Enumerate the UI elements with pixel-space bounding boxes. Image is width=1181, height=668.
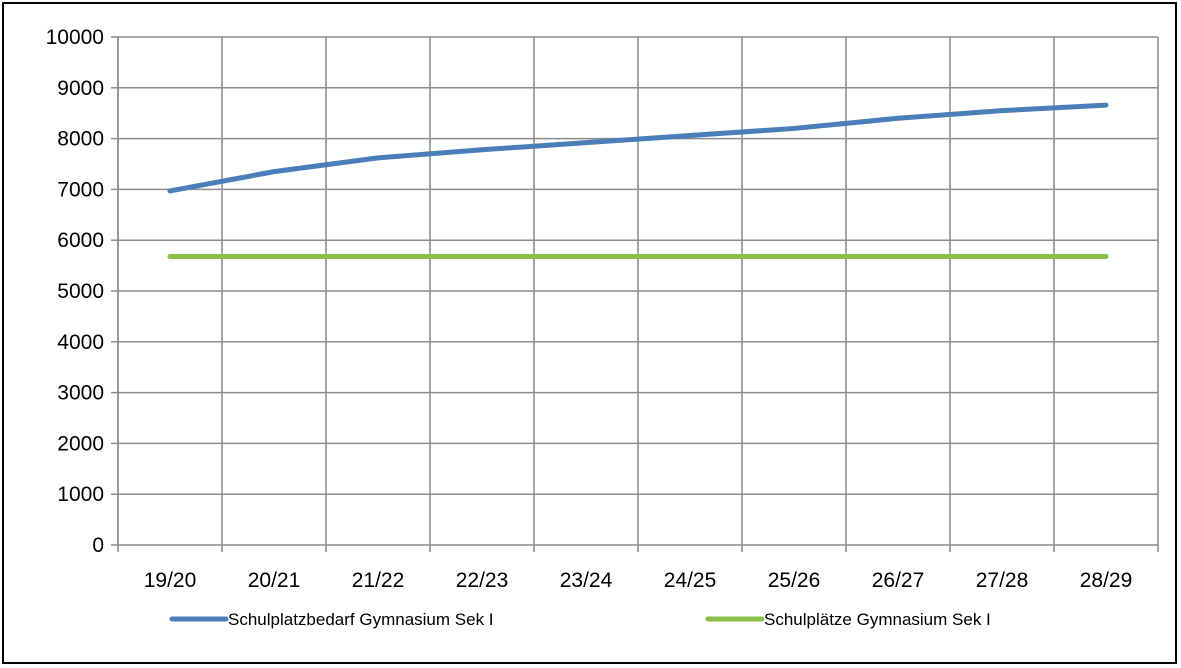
x-tick-label: 27/28 (976, 569, 1029, 592)
legend: Schulplatzbedarf Gymnasium Sek I Schulplä… (169, 610, 991, 629)
x-tick-label: 25/26 (768, 569, 821, 592)
y-tick-label: 9000 (57, 77, 104, 100)
y-tick-label: 10000 (46, 26, 104, 49)
y-tick-labels: 0 1000 2000 3000 4000 5000 6000 7000 8000 9000 100… (46, 26, 104, 557)
series-lines (167, 102, 1109, 259)
axes (111, 36, 1158, 546)
x-tick-label: 20/21 (248, 569, 301, 592)
y-tick-label: 1000 (57, 483, 104, 506)
legend-label: Schulplatzbedarf Gymnasium Sek I (228, 610, 494, 629)
y-tick-label: 2000 (57, 432, 104, 455)
series-line-1 (167, 102, 1109, 194)
x-tick-label: 19/20 (144, 569, 197, 592)
y-tick-label: 3000 (57, 382, 104, 405)
y-tick-label: 0 (92, 534, 104, 557)
y-tick-label: 6000 (57, 229, 104, 252)
x-tick-label: 28/29 (1080, 569, 1133, 592)
y-tick-label: 4000 (57, 331, 104, 354)
x-tick-labels: 19/20 20/21 21/22 22/23 23/24 24/25 25/26 26/27… (144, 569, 1133, 592)
y-tick-label: 5000 (57, 280, 104, 303)
x-tick-label: 23/24 (560, 569, 613, 592)
grid-lines (117, 36, 1159, 552)
y-tick-label: 8000 (57, 128, 104, 151)
x-tick-label: 22/23 (456, 569, 509, 592)
y-tick-label: 7000 (57, 178, 104, 201)
x-tick-label: 24/25 (664, 569, 717, 592)
x-tick-label: 26/27 (872, 569, 925, 592)
x-tick-label: 21/22 (352, 569, 405, 592)
legend-label: Schulplätze Gymnasium Sek I (764, 610, 991, 629)
